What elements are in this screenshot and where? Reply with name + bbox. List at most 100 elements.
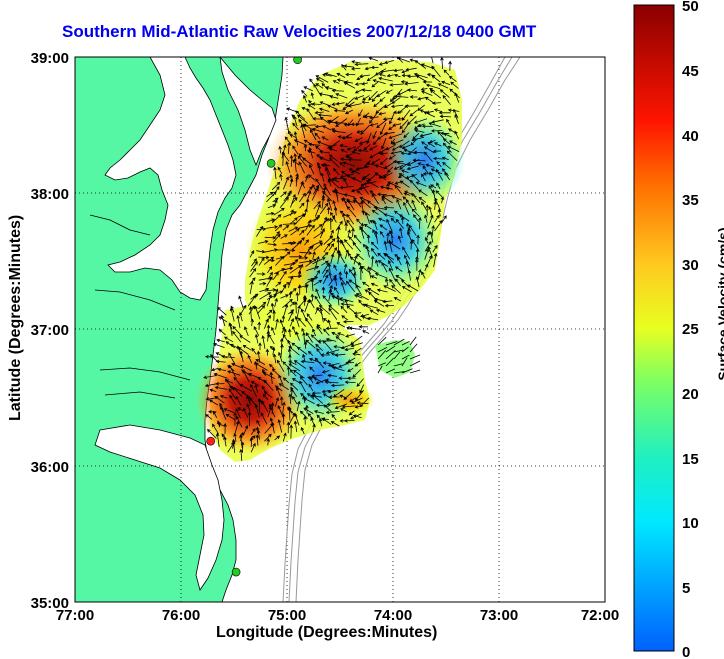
velocity-arrow bbox=[217, 306, 227, 316]
velocity-arrow bbox=[424, 236, 429, 244]
velocity-arrow bbox=[266, 191, 277, 203]
velocity-arrow bbox=[329, 95, 339, 99]
velocity-arrow bbox=[257, 398, 262, 413]
velocity-arrow bbox=[371, 193, 379, 205]
velocity-arrow bbox=[417, 162, 426, 166]
velocity-arrow bbox=[434, 219, 443, 232]
velocity-arrow bbox=[385, 144, 396, 151]
velocity-arrow bbox=[305, 219, 312, 231]
velocity-arrow bbox=[228, 364, 236, 377]
velocity-arrow bbox=[289, 255, 303, 259]
velocity-arrow bbox=[258, 257, 265, 266]
velocity-arrow bbox=[367, 287, 380, 296]
velocity-arrow bbox=[421, 271, 426, 279]
velocity-arrow bbox=[327, 363, 340, 367]
velocity-arrow bbox=[277, 419, 283, 433]
velocity-arrow bbox=[264, 318, 269, 329]
velocity-arrow bbox=[378, 217, 386, 222]
velocity-arrow bbox=[310, 278, 315, 292]
velocity-arrow bbox=[370, 65, 379, 70]
velocity-arrow bbox=[281, 266, 294, 271]
velocity-arrow bbox=[388, 125, 395, 130]
velocity-arrow bbox=[312, 251, 316, 260]
velocity-arrow bbox=[322, 295, 332, 306]
velocity-arrow bbox=[299, 229, 305, 236]
velocity-arrow bbox=[385, 357, 394, 367]
velocity-arrow bbox=[356, 190, 363, 196]
velocity-arrow bbox=[418, 189, 428, 197]
velocity-arrow bbox=[235, 415, 243, 428]
velocity-arrow bbox=[315, 83, 324, 89]
velocity-arrow bbox=[309, 376, 314, 384]
velocity-arrow bbox=[258, 240, 269, 244]
velocity-arrow bbox=[346, 198, 355, 211]
velocity-arrow bbox=[251, 347, 257, 355]
velocity-arrow bbox=[260, 412, 268, 425]
map-title: Southern Mid-Atlantic Raw Velocities 200… bbox=[62, 22, 537, 41]
velocity-arrow bbox=[431, 75, 441, 83]
velocity-arrow bbox=[219, 395, 228, 399]
velocity-arrow bbox=[354, 95, 365, 100]
velocity-arrow bbox=[321, 417, 332, 425]
velocity-arrow bbox=[312, 257, 326, 265]
velocity-arrow bbox=[237, 347, 249, 355]
velocity-arrow bbox=[311, 127, 325, 133]
velocity-arrow bbox=[324, 72, 337, 77]
velocity-arrow bbox=[277, 405, 285, 419]
velocity-arrow bbox=[425, 204, 430, 216]
velocity-arrow bbox=[315, 343, 323, 351]
velocity-arrow bbox=[372, 79, 386, 85]
velocity-arrow bbox=[328, 178, 340, 189]
velocity-arrow bbox=[313, 214, 321, 223]
velocity-arrow bbox=[391, 195, 402, 201]
velocity-arrow bbox=[424, 263, 429, 272]
velocity-arrow bbox=[216, 338, 225, 343]
velocity-arrow bbox=[418, 196, 427, 203]
velocity-arrow bbox=[321, 196, 325, 209]
velocity-arrow bbox=[401, 124, 409, 134]
velocity-arrow bbox=[315, 288, 321, 299]
velocity-arrow bbox=[256, 429, 261, 440]
velocity-arrow bbox=[283, 303, 289, 316]
velocity-arrow bbox=[391, 145, 401, 151]
velocity-arrow bbox=[267, 271, 273, 280]
velocity-arrow bbox=[393, 73, 401, 78]
velocity-arrow bbox=[312, 394, 324, 404]
velocity-arrow bbox=[267, 242, 278, 247]
velocity-arrow bbox=[293, 115, 298, 127]
x-tick-label: 77:00 bbox=[56, 607, 94, 624]
velocity-arrow bbox=[383, 240, 388, 251]
velocity-arrow bbox=[333, 286, 340, 295]
velocity-arrow bbox=[305, 174, 309, 182]
velocity-arrow bbox=[441, 156, 449, 161]
velocity-arrow bbox=[274, 397, 280, 407]
velocity-arrow bbox=[441, 215, 447, 223]
velocity-arrow bbox=[411, 174, 420, 182]
velocity-arrow bbox=[287, 339, 293, 349]
velocity-arrow bbox=[386, 73, 394, 78]
velocity-arrow bbox=[407, 230, 413, 243]
velocity-arrow bbox=[363, 144, 371, 151]
velocity-arrow bbox=[242, 344, 252, 351]
velocity-arrow bbox=[237, 407, 244, 412]
velocity-arrow bbox=[442, 94, 451, 106]
velocity-arrow bbox=[442, 138, 451, 145]
velocity-arrow bbox=[283, 176, 289, 190]
velocity-arrow bbox=[377, 362, 386, 367]
velocity-arrow bbox=[345, 280, 356, 292]
velocity-arrow bbox=[269, 371, 274, 384]
velocity-arrow bbox=[371, 95, 378, 103]
velocity-arrow bbox=[255, 434, 260, 446]
velocity-arrow bbox=[327, 373, 338, 378]
velocity-arrow bbox=[383, 102, 393, 109]
velocity-arrow bbox=[295, 213, 306, 224]
velocity-arrow bbox=[385, 341, 398, 346]
velocity-arrow bbox=[261, 385, 266, 393]
velocity-arrow bbox=[368, 115, 379, 120]
velocity-arrow bbox=[411, 192, 421, 203]
velocity-arrow bbox=[401, 73, 411, 78]
velocity-arrow bbox=[308, 142, 321, 147]
velocity-arrow bbox=[247, 354, 253, 364]
velocity-arrow bbox=[344, 222, 348, 231]
velocity-arrow bbox=[378, 111, 386, 116]
